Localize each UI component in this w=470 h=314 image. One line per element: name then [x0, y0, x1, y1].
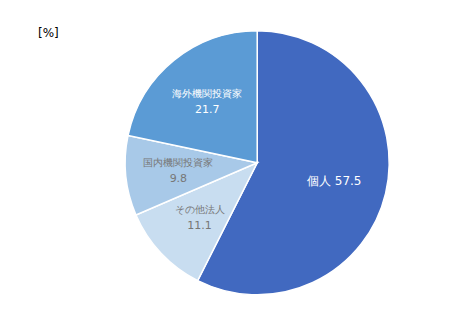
svg-text:21.7: 21.7: [195, 103, 220, 116]
svg-text:国内機関投資家: 国内機関投資家: [143, 157, 213, 168]
svg-text:その他法人: その他法人: [175, 204, 225, 215]
svg-text:11.1: 11.1: [187, 219, 212, 232]
svg-text:個人 57.5: 個人 57.5: [307, 174, 362, 188]
svg-text:9.8: 9.8: [170, 172, 188, 185]
svg-text:海外機関投資家: 海外機関投資家: [172, 88, 242, 99]
